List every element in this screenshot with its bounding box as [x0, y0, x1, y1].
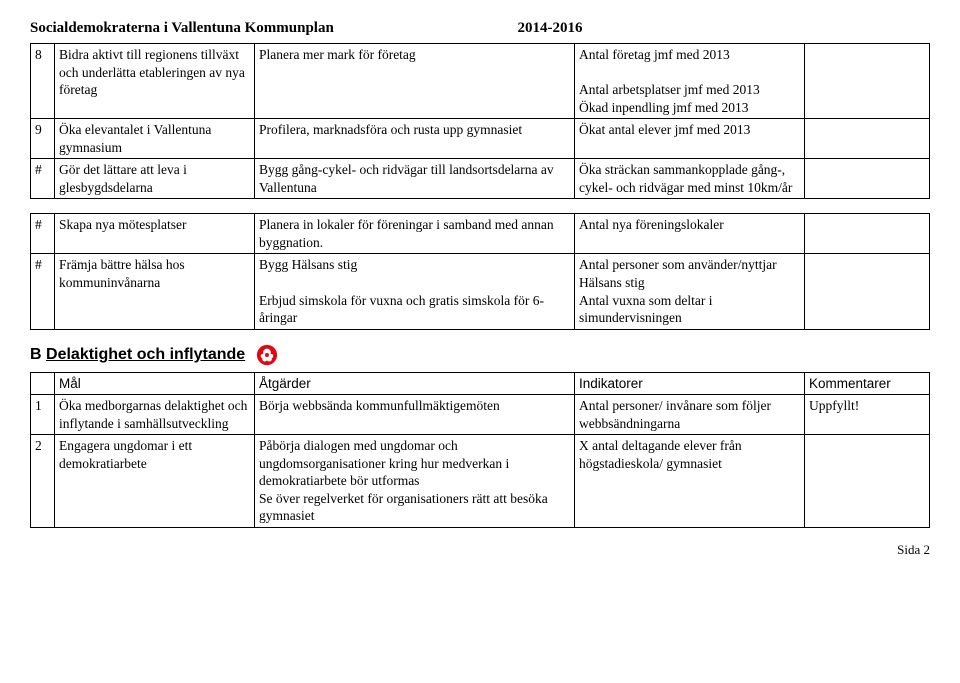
row-ind: Antal nya föreningslokaler — [575, 214, 805, 254]
row-com — [805, 119, 930, 159]
table-a-body: 8 Bidra aktivt till regionens tillväxt o… — [31, 44, 930, 199]
page-header: Socialdemokraterna i Vallentuna Kommunpl… — [30, 20, 930, 37]
row-ind: Ökat antal elever jmf med 2013 — [575, 119, 805, 159]
col-header-act: Åtgärder — [255, 372, 575, 395]
row-com — [805, 214, 930, 254]
row-com: Uppfyllt! — [805, 395, 930, 435]
section-b-letter: B — [30, 346, 42, 363]
row-com — [805, 435, 930, 528]
row-goal: Bidra aktivt till regionens tillväxt och… — [55, 44, 255, 119]
row-com — [805, 44, 930, 119]
row-com — [805, 254, 930, 329]
row-goal: Främja bättre hälsa hos kommuninvånarna — [55, 254, 255, 329]
row-goal: Skapa nya mötesplatser — [55, 214, 255, 254]
section-b-heading: B Delaktighet och inflytande — [30, 344, 930, 366]
row-num: 2 — [31, 435, 55, 528]
table-a2-body: # Skapa nya mötesplatser Planera in loka… — [31, 214, 930, 329]
col-header-n — [31, 372, 55, 395]
table-row: 1 Öka medborgarnas delaktighet och infly… — [31, 395, 930, 435]
section-b-title: Delaktighet och inflytande — [46, 346, 245, 363]
row-act: Planera in lokaler för föreningar i samb… — [255, 214, 575, 254]
table-row: 9 Öka elevantalet i Vallentuna gymnasium… — [31, 119, 930, 159]
row-num: # — [31, 254, 55, 329]
table-row: 8 Bidra aktivt till regionens tillväxt o… — [31, 44, 930, 119]
row-com — [805, 159, 930, 199]
row-num: 8 — [31, 44, 55, 119]
row-ind: Öka sträckan sammankopplade gång-, cykel… — [575, 159, 805, 199]
header-years: 2014-2016 — [518, 20, 583, 37]
row-act: Planera mer mark för företag — [255, 44, 575, 119]
col-header-com: Kommentarer — [805, 372, 930, 395]
rose-icon — [256, 344, 278, 366]
table-b-body: 1 Öka medborgarnas delaktighet och infly… — [31, 395, 930, 528]
table-a2: # Skapa nya mötesplatser Planera in loka… — [30, 213, 930, 329]
table-row: # Skapa nya mötesplatser Planera in loka… — [31, 214, 930, 254]
page-number: Sida 2 — [897, 542, 930, 557]
row-num: # — [31, 214, 55, 254]
table-a: 8 Bidra aktivt till regionens tillväxt o… — [30, 43, 930, 199]
row-act: Börja webbsända kommunfullmäktigemöten — [255, 395, 575, 435]
row-ind: Antal personer/ invånare som följer webb… — [575, 395, 805, 435]
col-header-goal: Mål — [55, 372, 255, 395]
table-row: 2 Engagera ungdomar i ett demokratiarbet… — [31, 435, 930, 528]
row-goal: Gör det lättare att leva i glesbygdsdela… — [55, 159, 255, 199]
row-ind: Antal företag jmf med 2013 Antal arbetsp… — [575, 44, 805, 119]
col-header-ind: Indikatorer — [575, 372, 805, 395]
row-act: Profilera, marknadsföra och rusta upp gy… — [255, 119, 575, 159]
row-goal: Öka medborgarnas delaktighet och inflyta… — [55, 395, 255, 435]
row-ind: Antal personer som använder/nyttjar Häls… — [575, 254, 805, 329]
row-goal: Engagera ungdomar i ett demokratiarbete — [55, 435, 255, 528]
row-goal: Öka elevantalet i Vallentuna gymnasium — [55, 119, 255, 159]
row-ind: X antal deltagande elever från högstadie… — [575, 435, 805, 528]
table-row: # Främja bättre hälsa hos kommuninvånarn… — [31, 254, 930, 329]
row-act: Bygg Hälsans stig Erbjud simskola för vu… — [255, 254, 575, 329]
row-num: # — [31, 159, 55, 199]
row-num: 1 — [31, 395, 55, 435]
row-num: 9 — [31, 119, 55, 159]
row-act: Bygg gång-cykel- och ridvägar till lands… — [255, 159, 575, 199]
table-row: # Gör det lättare att leva i glesbygdsde… — [31, 159, 930, 199]
table-b: Mål Åtgärder Indikatorer Kommentarer 1 Ö… — [30, 372, 930, 528]
header-title: Socialdemokraterna i Vallentuna Kommunpl… — [30, 20, 334, 37]
row-act: Påbörja dialogen med ungdomar och ungdom… — [255, 435, 575, 528]
page-footer: Sida 2 — [30, 542, 930, 558]
table-b-header-row: Mål Åtgärder Indikatorer Kommentarer — [31, 372, 930, 395]
